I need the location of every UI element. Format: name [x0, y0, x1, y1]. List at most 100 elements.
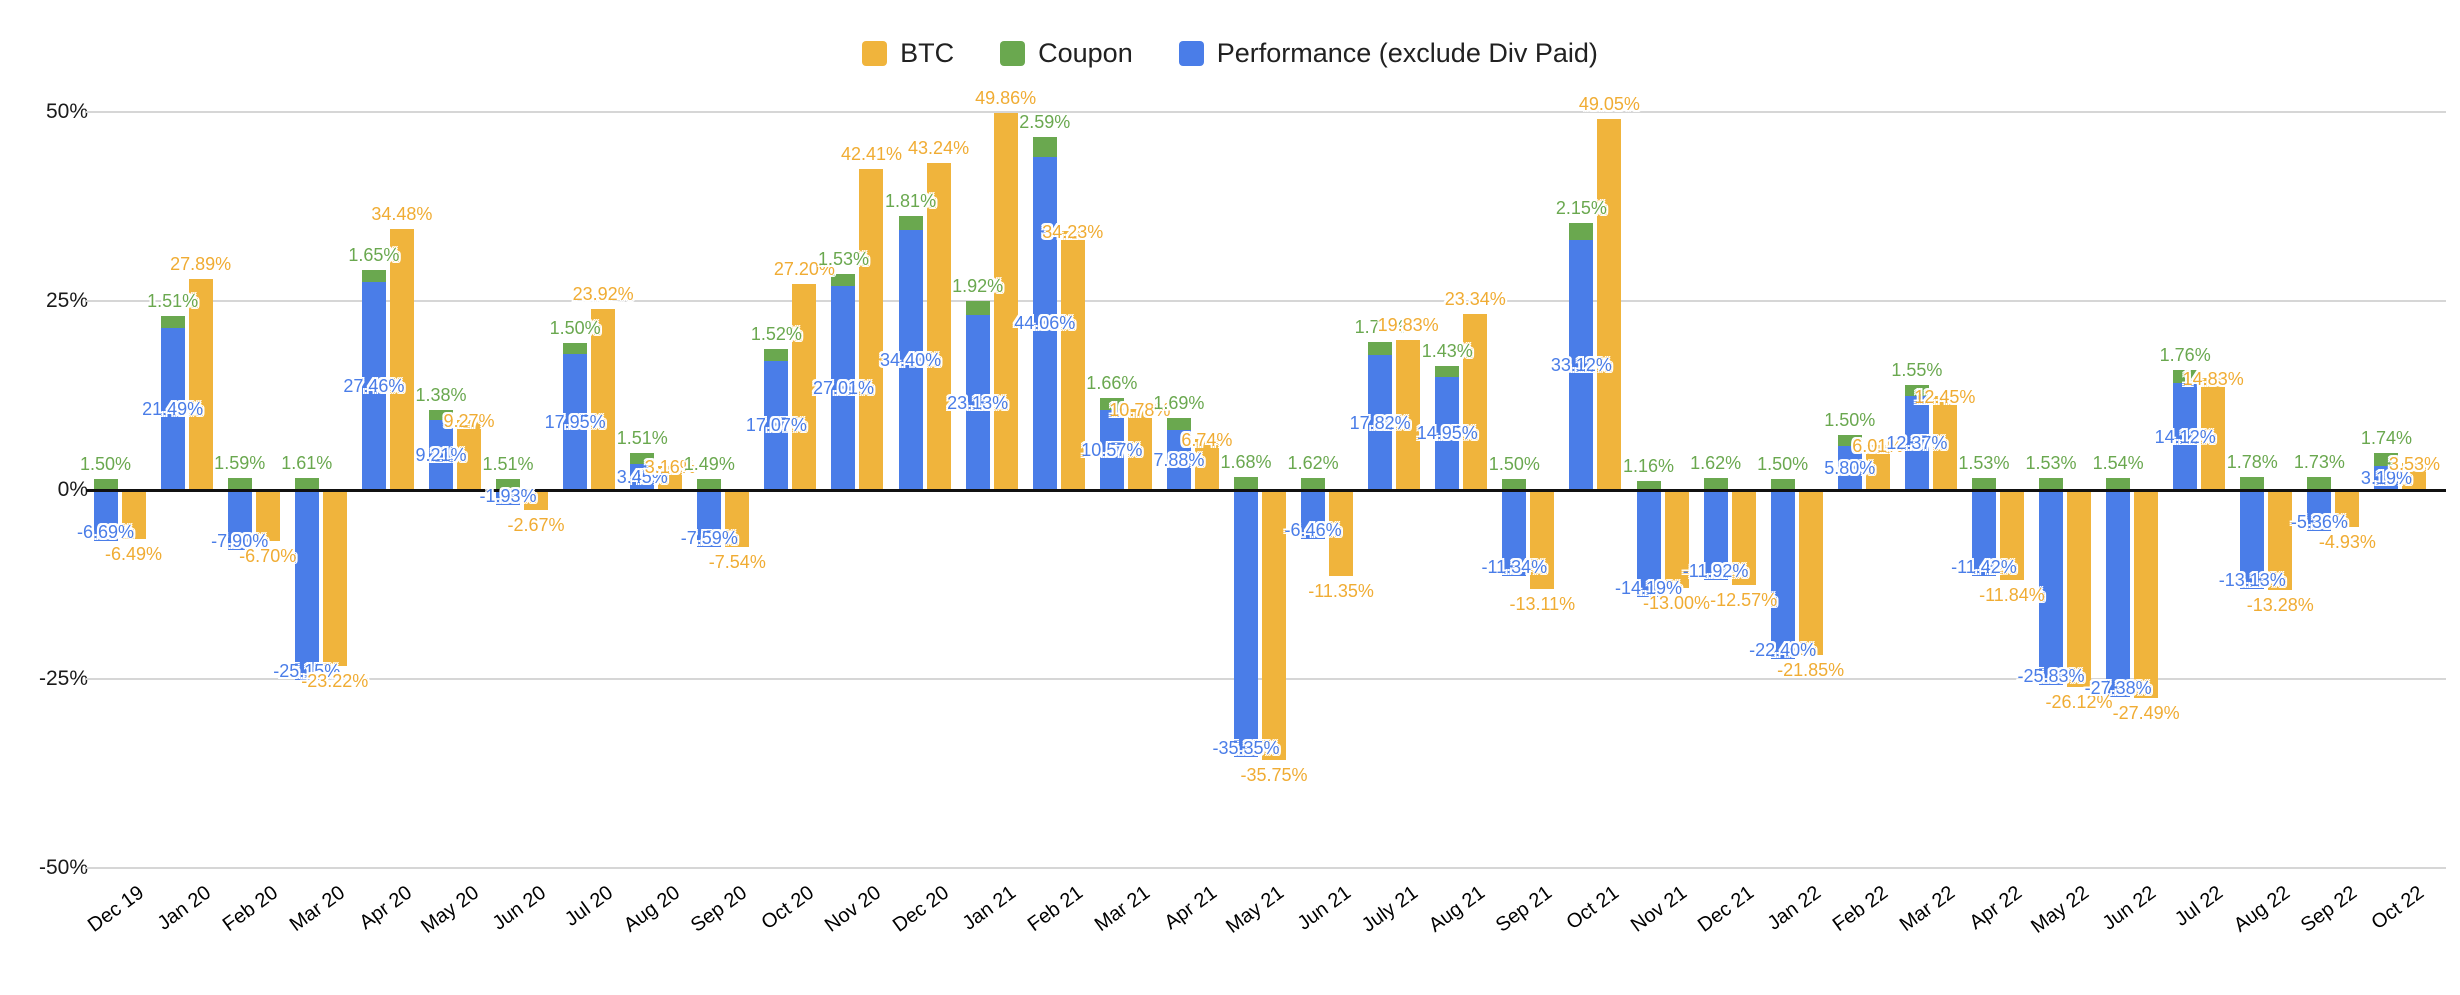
btc-bar-jul-22[interactable] — [2201, 377, 2226, 490]
performance-bar-aug-20[interactable] — [630, 463, 655, 490]
coupon-bar-nov-20[interactable] — [831, 274, 856, 286]
performance-bar-aug-21[interactable] — [1435, 376, 1460, 490]
performance-bar-sep-22[interactable] — [2307, 490, 2332, 531]
btc-bar-may-20[interactable] — [456, 419, 481, 490]
coupon-bar-may-21[interactable] — [1234, 477, 1258, 490]
coupon-bar-jul-20[interactable] — [563, 342, 588, 355]
btc-bar-oct-22[interactable] — [2402, 463, 2427, 490]
btc-bar-jun-22[interactable] — [2134, 490, 2159, 698]
performance-bar-jan-21[interactable] — [965, 315, 990, 490]
btc-bar-jan-21[interactable] — [993, 113, 1018, 490]
btc-bar-feb-22[interactable] — [1865, 444, 1890, 490]
performance-bar-jun-22[interactable] — [2106, 490, 2131, 697]
btc-bar-aug-21[interactable] — [1463, 313, 1488, 490]
performance-bar-jun-21[interactable] — [1301, 490, 1326, 539]
btc-bar-dec-20[interactable] — [926, 163, 951, 490]
performance-bar-mar-22[interactable] — [1904, 396, 1929, 490]
performance-bar-dec-20[interactable] — [898, 229, 923, 490]
coupon-bar-feb-22[interactable] — [1837, 434, 1862, 447]
btc-bar-aug-22[interactable] — [2268, 490, 2293, 591]
coupon-bar-dec-21[interactable] — [1703, 477, 1728, 490]
coupon-bar-sep-20[interactable] — [697, 478, 722, 490]
coupon-bar-mar-20[interactable] — [294, 477, 319, 490]
performance-bar-jul-20[interactable] — [563, 354, 588, 490]
performance-bar-may-21[interactable] — [1234, 490, 1258, 758]
btc-bar-feb-20[interactable] — [255, 490, 280, 541]
coupon-bar-dec-20[interactable] — [898, 216, 923, 230]
coupon-bar-jun-22[interactable] — [2106, 478, 2131, 490]
performance-bar-nov-20[interactable] — [831, 285, 856, 490]
legend-item-coupon[interactable]: Coupon — [1000, 39, 1133, 67]
btc-bar-dec-21[interactable] — [1731, 490, 1756, 586]
btc-bar-jan-20[interactable] — [188, 279, 213, 490]
coupon-bar-nov-21[interactable] — [1636, 481, 1661, 490]
btc-bar-apr-21[interactable] — [1194, 439, 1219, 490]
coupon-bar-oct-22[interactable] — [2374, 452, 2399, 466]
coupon-bar-apr-20[interactable] — [361, 269, 386, 283]
performance-bar-apr-20[interactable] — [361, 282, 386, 490]
coupon-bar-feb-20[interactable] — [227, 477, 252, 490]
legend-item-performance[interactable]: Performance (exclude Div Paid) — [1178, 39, 1598, 67]
performance-bar-july-21[interactable] — [1368, 355, 1393, 490]
btc-bar-nov-21[interactable] — [1664, 490, 1689, 589]
coupon-bar-apr-21[interactable] — [1166, 417, 1191, 431]
coupon-bar-jan-20[interactable] — [160, 316, 185, 328]
btc-bar-oct-21[interactable] — [1597, 119, 1622, 490]
performance-bar-jul-22[interactable] — [2173, 383, 2198, 490]
performance-bar-feb-22[interactable] — [1837, 446, 1862, 490]
performance-bar-apr-21[interactable] — [1166, 430, 1191, 490]
performance-bar-dec-19[interactable] — [93, 490, 118, 541]
btc-bar-may-21[interactable] — [1262, 490, 1286, 761]
coupon-bar-apr-22[interactable] — [1971, 478, 1996, 490]
coupon-bar-mar-21[interactable] — [1099, 397, 1124, 411]
performance-bar-jun-20[interactable] — [496, 490, 521, 505]
coupon-bar-sep-21[interactable] — [1502, 478, 1527, 490]
coupon-bar-feb-21[interactable] — [1032, 137, 1057, 157]
coupon-bar-aug-20[interactable] — [630, 452, 655, 464]
performance-bar-dec-21[interactable] — [1703, 490, 1728, 581]
btc-bar-may-22[interactable] — [2067, 490, 2092, 688]
btc-bar-jul-20[interactable] — [591, 309, 616, 490]
coupon-bar-jan-22[interactable] — [1770, 478, 1795, 490]
btc-bar-july-21[interactable] — [1396, 340, 1421, 490]
coupon-bar-may-22[interactable] — [2039, 478, 2064, 490]
performance-bar-feb-20[interactable] — [227, 490, 252, 550]
coupon-bar-jun-21[interactable] — [1301, 477, 1326, 490]
coupon-bar-aug-21[interactable] — [1435, 366, 1460, 377]
btc-bar-apr-20[interactable] — [389, 229, 414, 490]
legend-item-btc[interactable]: BTC — [862, 39, 954, 67]
btc-bar-dec-19[interactable] — [121, 490, 146, 540]
performance-bar-mar-21[interactable] — [1099, 410, 1124, 490]
coupon-bar-jun-20[interactable] — [496, 478, 521, 490]
performance-bar-jan-22[interactable] — [1770, 490, 1795, 660]
btc-bar-jun-21[interactable] — [1329, 490, 1354, 576]
coupon-bar-may-20[interactable] — [428, 409, 453, 421]
btc-bar-nov-20[interactable] — [859, 169, 884, 490]
coupon-bar-july-21[interactable] — [1368, 342, 1393, 356]
performance-bar-apr-22[interactable] — [1971, 490, 1996, 577]
performance-bar-sep-20[interactable] — [697, 490, 722, 548]
btc-bar-mar-21[interactable] — [1127, 408, 1152, 490]
performance-bar-oct-20[interactable] — [764, 360, 789, 490]
coupon-bar-mar-22[interactable] — [1904, 384, 1929, 397]
btc-bar-apr-22[interactable] — [1999, 490, 2024, 580]
btc-bar-mar-22[interactable] — [1932, 395, 1957, 490]
btc-bar-jan-22[interactable] — [1798, 490, 1823, 656]
coupon-bar-aug-22[interactable] — [2240, 476, 2265, 490]
btc-bar-oct-20[interactable] — [792, 284, 817, 490]
performance-bar-jan-20[interactable] — [160, 327, 185, 490]
coupon-bar-sep-22[interactable] — [2307, 476, 2332, 490]
btc-bar-sep-20[interactable] — [725, 490, 750, 547]
performance-bar-mar-20[interactable] — [294, 490, 319, 681]
btc-bar-jun-20[interactable] — [524, 490, 549, 511]
coupon-bar-oct-21[interactable] — [1569, 223, 1594, 240]
btc-bar-mar-20[interactable] — [322, 490, 347, 666]
performance-bar-aug-22[interactable] — [2240, 490, 2265, 590]
btc-bar-aug-20[interactable] — [658, 466, 683, 490]
performance-bar-may-20[interactable] — [428, 420, 453, 490]
btc-bar-sep-22[interactable] — [2335, 490, 2360, 528]
performance-bar-nov-21[interactable] — [1636, 490, 1661, 598]
performance-bar-sep-21[interactable] — [1502, 490, 1527, 576]
btc-bar-feb-21[interactable] — [1060, 231, 1085, 490]
btc-bar-sep-21[interactable] — [1530, 490, 1555, 590]
